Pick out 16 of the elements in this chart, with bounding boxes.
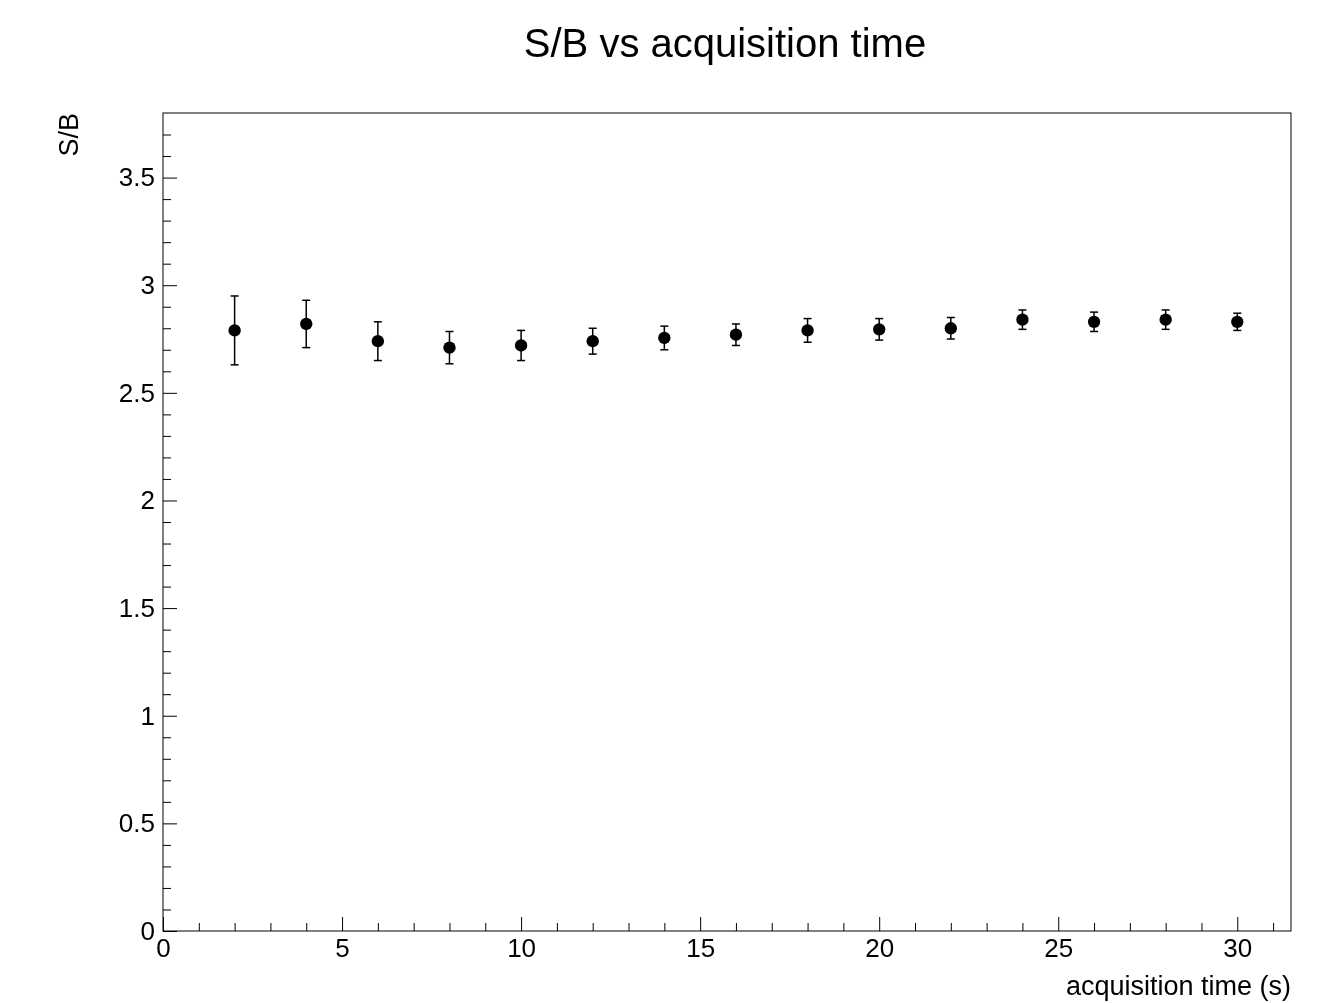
x-tick-label: 30: [1223, 933, 1253, 964]
y-axis-title: S/B: [54, 113, 84, 157]
y-tick-label: 3.5: [118, 162, 155, 193]
y-tick-label: 1: [140, 700, 155, 731]
x-tick-label: 20: [865, 933, 895, 964]
x-tick-label: 15: [686, 933, 716, 964]
x-tick-label: 25: [1044, 933, 1074, 964]
y-tick-label: 1.5: [118, 592, 155, 623]
y-tick-label: 0.5: [118, 808, 155, 839]
y-tick-label: 2: [140, 485, 155, 516]
x-tick-label: 10: [507, 933, 537, 964]
x-tick-label: 5: [335, 933, 350, 964]
y-tick-label: 2.5: [118, 377, 155, 408]
x-axis-title: acquisition time (s): [1065, 971, 1291, 1001]
y-tick-label: 3: [140, 270, 155, 301]
chart-title: S/B vs acquisition time: [523, 21, 927, 65]
